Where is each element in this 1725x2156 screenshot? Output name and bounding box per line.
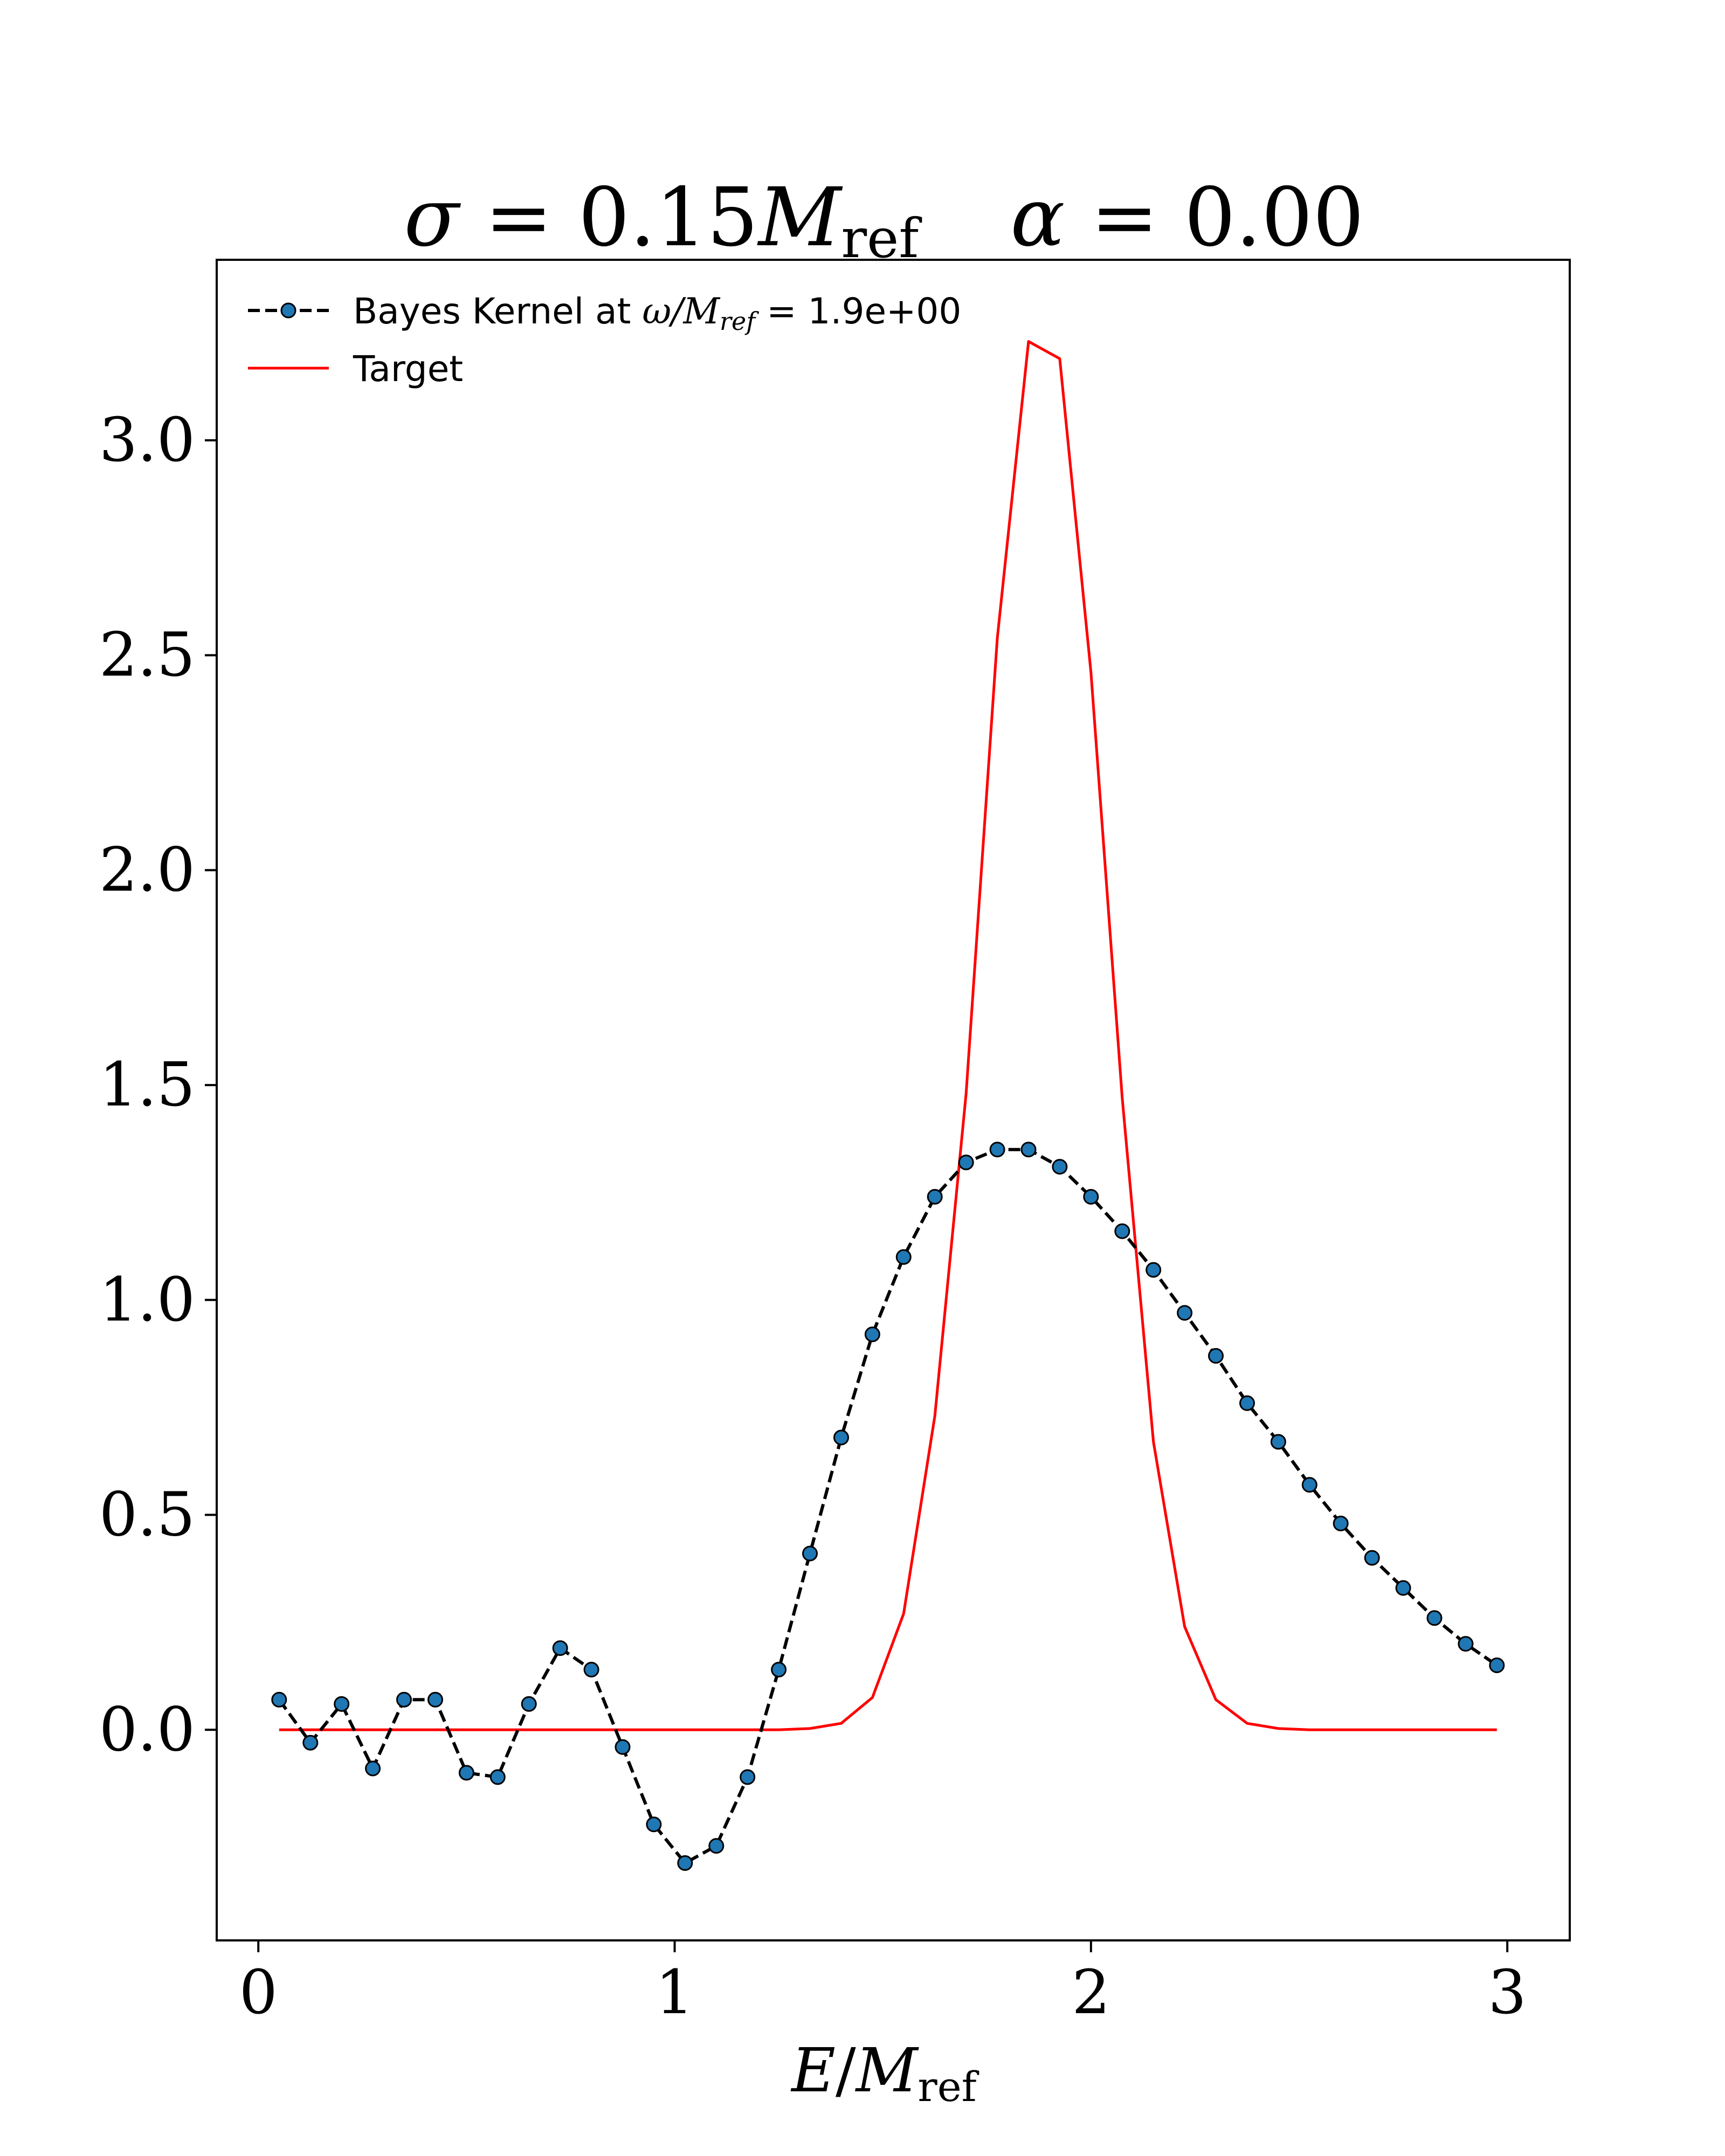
kernel-data-point bbox=[1301, 1477, 1317, 1493]
title-sigma: σ bbox=[404, 171, 461, 265]
kernel-data-point bbox=[1146, 1262, 1162, 1278]
kernel-data-point bbox=[1489, 1657, 1505, 1674]
kernel-data-point bbox=[1395, 1580, 1411, 1596]
title-alpha: α bbox=[1010, 171, 1065, 265]
y-tick-label: 1.0 bbox=[99, 1265, 195, 1335]
chart-title: σ = 0.15Mref α = 0.00 bbox=[404, 171, 1364, 270]
kernel-data-point bbox=[427, 1691, 443, 1708]
xlabel-e: E bbox=[790, 2036, 836, 2106]
x-tick-label: 2 bbox=[1072, 1958, 1110, 2028]
kernel-data-point bbox=[833, 1429, 849, 1446]
xlabel-ref-subscript: ref bbox=[917, 2063, 979, 2111]
kernel-data-point bbox=[489, 1769, 506, 1785]
kernel-data-point bbox=[771, 1662, 787, 1678]
title-alpha-value: = 0.00 bbox=[1065, 171, 1364, 265]
kernel-data-point bbox=[1020, 1142, 1037, 1158]
legend-kernel-label: Bayes Kernel at ω/Mref = 1.9e+00 bbox=[353, 291, 961, 336]
kernel-data-point bbox=[958, 1155, 974, 1171]
kernel-data-point bbox=[583, 1662, 599, 1678]
kernel-data-point bbox=[1333, 1516, 1349, 1531]
kernel-data-point bbox=[615, 1739, 631, 1755]
legend-kernel-prefix: Bayes Kernel at bbox=[353, 291, 642, 332]
kernel-data-point bbox=[1426, 1610, 1443, 1626]
title-m: M bbox=[757, 171, 843, 265]
kernel-data-point bbox=[646, 1816, 662, 1833]
kernel-data-point bbox=[396, 1691, 412, 1708]
kernel-data-point bbox=[677, 1855, 693, 1871]
xlabel-slash: / bbox=[836, 2036, 856, 2106]
kernel-data-point bbox=[1177, 1305, 1193, 1321]
kernel-data-point bbox=[864, 1326, 880, 1343]
y-tick-label: 3.0 bbox=[99, 405, 195, 475]
kernel-data-point bbox=[1364, 1550, 1380, 1566]
kernel-data-point bbox=[1208, 1348, 1224, 1364]
kernel-data-point bbox=[458, 1765, 474, 1781]
kernel-data-point bbox=[302, 1735, 319, 1751]
x-tick-label: 1 bbox=[656, 1958, 694, 2028]
kernel-data-point bbox=[1239, 1395, 1255, 1411]
kernel-data-point bbox=[271, 1691, 287, 1708]
kernel-data-point bbox=[802, 1545, 818, 1561]
legend: Bayes Kernel at ω/Mref = 1.9e+00 Target bbox=[248, 291, 961, 390]
kernel-data-point bbox=[989, 1142, 1005, 1158]
legend-kernel-marker bbox=[280, 302, 296, 319]
y-tick-label: 0.5 bbox=[99, 1480, 195, 1550]
series-kernel-line bbox=[278, 1148, 1498, 1865]
y-tick-label: 2.0 bbox=[99, 835, 195, 905]
legend-kernel-math: ω/M bbox=[642, 291, 720, 332]
legend-target-label: Target bbox=[353, 348, 463, 390]
kernel-data-point bbox=[334, 1696, 350, 1712]
x-axis-label: E/Mref bbox=[790, 2036, 979, 2111]
legend-kernel-subscript: ref bbox=[720, 307, 759, 336]
y-axis: 0.0 0.5 1.0 1.5 2.0 2.5 3.0 bbox=[99, 405, 217, 1765]
title-sigma-value: = 0.15 bbox=[459, 171, 758, 265]
series-target-line bbox=[279, 340, 1497, 1731]
kernel-data-point bbox=[740, 1769, 756, 1785]
kernel-data-point bbox=[708, 1838, 724, 1854]
kernel-data-point bbox=[552, 1640, 568, 1656]
kernel-data-point bbox=[1458, 1636, 1474, 1652]
kernel-data-point bbox=[1052, 1159, 1068, 1175]
legend-kernel-suffix: = 1.9e+00 bbox=[755, 291, 961, 332]
kernel-data-point bbox=[521, 1696, 537, 1712]
y-tick-label: 2.5 bbox=[99, 620, 195, 690]
plot-frame bbox=[216, 259, 1571, 1941]
x-tick-label: 3 bbox=[1488, 1958, 1527, 2028]
x-axis: 0 1 2 3 bbox=[239, 1940, 1527, 2028]
kernel-data-point bbox=[895, 1249, 912, 1265]
plot-area bbox=[271, 340, 1505, 1871]
kernel-data-point bbox=[1270, 1434, 1286, 1450]
y-tick-label: 1.5 bbox=[99, 1050, 195, 1120]
x-tick-label: 0 bbox=[239, 1958, 278, 2028]
kernel-data-point bbox=[927, 1188, 943, 1205]
kernel-data-point bbox=[365, 1760, 381, 1777]
y-tick-label: 0.0 bbox=[99, 1695, 195, 1765]
kernel-data-point bbox=[1083, 1188, 1099, 1205]
xlabel-m: M bbox=[855, 2036, 919, 2106]
kernel-data-point bbox=[1114, 1223, 1130, 1239]
